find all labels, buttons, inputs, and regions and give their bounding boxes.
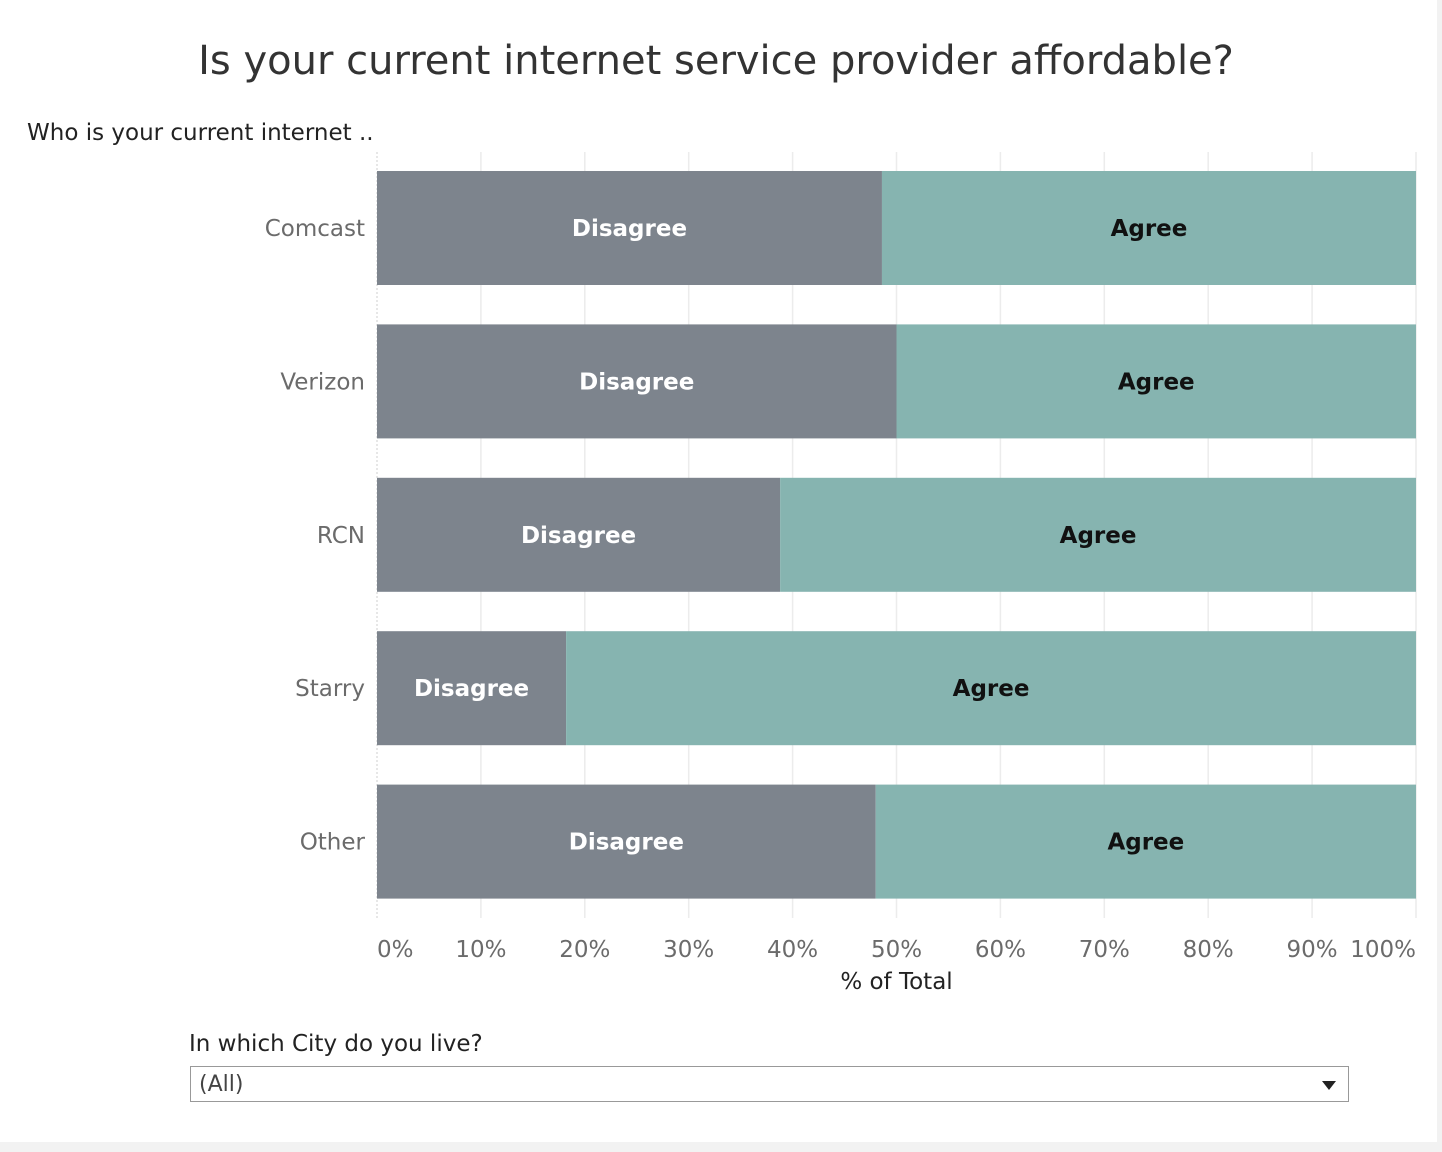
bar-segment-disagree[interactable] — [377, 784, 876, 899]
bar-segment-label: Disagree — [579, 369, 694, 395]
x-tick-label: 10% — [455, 937, 506, 963]
category-label: Other — [300, 830, 366, 856]
right-border — [1437, 0, 1442, 1152]
bar-segment-disagree[interactable] — [377, 477, 781, 592]
bar-segment-label: Agree — [1111, 216, 1188, 242]
bar-segment-agree[interactable] — [566, 631, 1416, 746]
row-header: Who is your current internet .. — [27, 120, 374, 146]
category-label: Starry — [295, 676, 365, 702]
bar-segment-label: Agree — [1107, 830, 1184, 856]
category-labels: Comcast Verizon RCN Starry Other — [265, 216, 366, 856]
x-tick-label: 50% — [871, 937, 922, 963]
x-tick-label: 30% — [663, 937, 714, 963]
bar-segment-disagree[interactable] — [377, 171, 882, 285]
bar-segment-agree[interactable] — [896, 324, 1417, 439]
x-tick-label: 70% — [1079, 937, 1130, 963]
bar-segment-label: Agree — [953, 676, 1030, 702]
x-tick-label: 100% — [1350, 937, 1416, 963]
bar-segment-label: Agree — [1118, 369, 1195, 395]
bars: Disagree Agree Disagree Agree Disagree Agree D… — [377, 171, 1416, 899]
chart-title: Is your current internet service provide… — [198, 38, 1234, 84]
category-label: RCN — [317, 523, 365, 549]
bar-segment-disagree[interactable] — [377, 324, 897, 439]
x-tick-label: 0% — [377, 937, 414, 963]
x-tick-label: 90% — [1287, 937, 1338, 963]
x-tick-label: 40% — [767, 937, 818, 963]
bar-segment-label: Disagree — [414, 676, 529, 702]
category-label: Comcast — [265, 216, 365, 242]
bottom-border — [0, 1142, 1442, 1152]
bar-segment-label: Disagree — [569, 830, 684, 856]
x-tick-label: 60% — [975, 937, 1026, 963]
x-axis-ticks: 0% 10% 20% 30% 40% 50% 60% 70% 80% 90% 100% — [377, 937, 1416, 963]
category-label: Verizon — [280, 369, 365, 395]
city-filter-label: In which City do you live? — [189, 1031, 483, 1057]
bar-segment-agree[interactable] — [875, 784, 1416, 899]
bar-segment-disagree[interactable] — [377, 631, 567, 746]
x-axis-title: % of Total — [840, 969, 953, 995]
triangle-down-icon[interactable] — [1322, 1081, 1336, 1090]
bar-segment-label: Disagree — [521, 523, 636, 549]
x-tick-label: 20% — [559, 937, 610, 963]
bar-segment-label: Disagree — [572, 216, 687, 242]
bar-segment-agree[interactable] — [780, 477, 1416, 592]
stacked-bar-chart: Disagree Agree Disagree Agree Disagree Agree D… — [265, 152, 1417, 963]
bar-segment-agree[interactable] — [881, 171, 1416, 285]
bar-segment-label: Agree — [1060, 523, 1137, 549]
x-tick-label: 80% — [1183, 937, 1234, 963]
city-filter-value: (All) — [199, 1072, 244, 1097]
city-filter-dropdown[interactable]: (All) — [190, 1066, 1349, 1102]
